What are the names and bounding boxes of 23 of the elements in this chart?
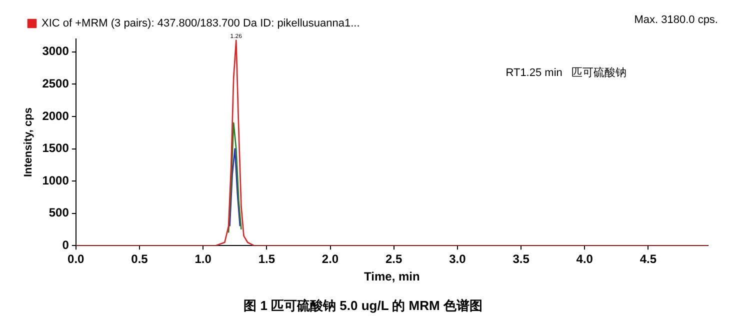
x-tick-label: 1.5 [258, 252, 276, 266]
text: Max. 3180.0 cps. [634, 14, 718, 26]
x-tick-label: 3.5 [512, 252, 530, 266]
y-tick-label: 2500 [42, 76, 70, 91]
x-axis-title: Time, min [364, 270, 420, 284]
x-tick-label: 2.0 [322, 252, 339, 266]
x-tick-label: 4.0 [576, 252, 594, 266]
y-tick-label: 500 [48, 206, 70, 220]
annotation: RT1.25 min 匹可硫酸钠 [506, 66, 627, 80]
x-tick-label: 4.5 [640, 252, 657, 266]
x-tick-label: 2.5 [386, 252, 403, 266]
text: 图 1 匹可硫酸钠 5.0 ug/L 的 MRM 色谱图 [244, 298, 482, 313]
x-tick-label: 0.0 [68, 252, 85, 266]
y-tick-label: 0 [62, 238, 70, 252]
y-tick-label: 2000 [42, 108, 70, 123]
y-tick-label: 3000 [42, 44, 70, 58]
y-tick-label: 1000 [42, 173, 70, 188]
x-tick-label: 0.5 [131, 252, 148, 266]
y-tick-label: 1500 [42, 141, 70, 156]
x-tick-label: 1.0 [194, 252, 212, 266]
legend-label: XIC of +MRM (3 pairs): 437.800/183.700 Da ID: pikellusuanna1... [42, 18, 360, 30]
y-axis-title: Intensity, cps [22, 108, 35, 178]
x-tick-label: 3.0 [449, 252, 466, 266]
